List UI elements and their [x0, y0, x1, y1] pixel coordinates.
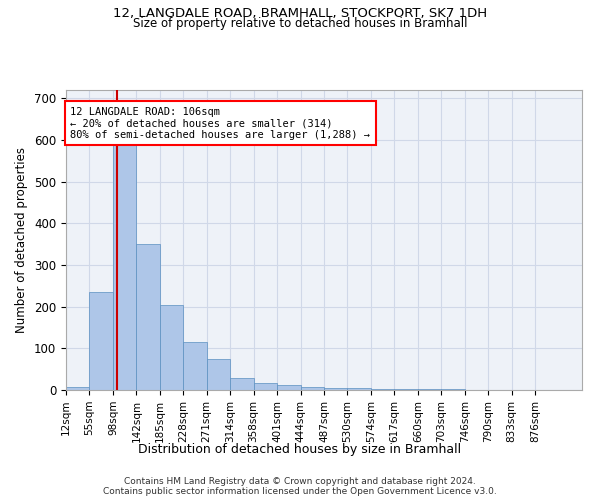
- Bar: [254, 384, 277, 390]
- Bar: [441, 389, 465, 390]
- Bar: [230, 378, 254, 390]
- Bar: [160, 304, 183, 390]
- Text: Size of property relative to detached houses in Bramhall: Size of property relative to detached ho…: [133, 18, 467, 30]
- Text: Contains HM Land Registry data © Crown copyright and database right 2024.: Contains HM Land Registry data © Crown c…: [124, 478, 476, 486]
- Y-axis label: Number of detached properties: Number of detached properties: [16, 147, 28, 333]
- Bar: [301, 386, 324, 390]
- Bar: [136, 244, 160, 390]
- Bar: [324, 388, 347, 390]
- Bar: [183, 342, 207, 390]
- Bar: [277, 385, 301, 390]
- Bar: [347, 388, 371, 390]
- Bar: [113, 144, 136, 390]
- Bar: [371, 389, 394, 390]
- Bar: [66, 386, 89, 390]
- Bar: [418, 389, 441, 390]
- Text: 12, LANGDALE ROAD, BRAMHALL, STOCKPORT, SK7 1DH: 12, LANGDALE ROAD, BRAMHALL, STOCKPORT, …: [113, 8, 487, 20]
- Bar: [207, 359, 230, 390]
- Bar: [89, 292, 113, 390]
- Text: 12 LANGDALE ROAD: 106sqm
← 20% of detached houses are smaller (314)
80% of semi-: 12 LANGDALE ROAD: 106sqm ← 20% of detach…: [70, 106, 370, 140]
- Text: Distribution of detached houses by size in Bramhall: Distribution of detached houses by size …: [139, 442, 461, 456]
- Bar: [394, 389, 418, 390]
- Text: Contains public sector information licensed under the Open Government Licence v3: Contains public sector information licen…: [103, 488, 497, 496]
